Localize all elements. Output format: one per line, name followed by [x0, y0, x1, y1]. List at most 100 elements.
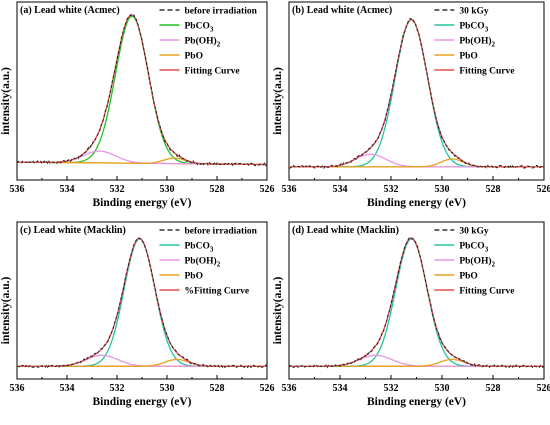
x-tick-label: 526: [537, 184, 550, 195]
component-line-pbo: [289, 158, 544, 168]
legend-label-text: PbO: [185, 52, 203, 62]
legend-label: PbO: [185, 52, 203, 62]
legend-label: Fitting Curve: [459, 287, 514, 297]
x-tick-label: 530: [160, 383, 175, 394]
legend-entry: Pb(OH)2: [434, 256, 496, 269]
plot-area: [289, 17, 544, 170]
component-line-pbco3: [17, 238, 267, 367]
legend-entry: Fitting Curve: [434, 287, 515, 297]
x-tick-label: 528: [486, 383, 501, 394]
legend-label-text: Fitting Curve: [185, 67, 240, 77]
legend-entry: PbO: [159, 52, 203, 62]
legend-label-text: Fitting Curve: [459, 287, 514, 297]
legend-label: Pb(OH)2: [185, 36, 221, 49]
y-axis-label: intensity(a.u.): [0, 276, 12, 344]
legend-entry: Pb(OH)2: [434, 36, 496, 49]
legend-entry: %Fitting Curve: [159, 287, 250, 297]
x-tick-label: 536: [282, 383, 297, 394]
fitting-curve: [289, 18, 544, 168]
plot-area: [17, 13, 267, 167]
legend-label-text: PbO: [185, 272, 203, 282]
chart-panel: 536 534 532 530 528 526 Binding energy (eV) int…: [0, 221, 275, 408]
legend-label-text: before irradiation: [185, 7, 258, 17]
component-line-pbco3: [289, 19, 544, 168]
component-line-pboh2: [289, 354, 544, 367]
x-tick-label: 526: [537, 383, 550, 394]
legend-entry: Fitting Curve: [434, 67, 515, 77]
x-tick-label: 536: [282, 184, 297, 195]
x-tick-label: 530: [160, 184, 175, 195]
legend-label: before irradiation: [185, 7, 258, 17]
x-tick-label: 532: [384, 383, 399, 394]
chart-panel: 536 534 532 530 528 526 Binding energy (eV) int…: [272, 1, 550, 209]
legend-label: 30 kGy: [459, 7, 489, 17]
legend-entry: before irradiation: [159, 7, 258, 17]
legend-label-text: PbO: [459, 52, 477, 62]
plot-frame: [16, 1, 268, 181]
legend-label: Fitting Curve: [459, 67, 514, 77]
fitting-curve: [17, 237, 267, 367]
panel-title: (b) Lead white (Acmec): [292, 5, 392, 16]
legend-label-subscript: 3: [485, 26, 489, 34]
legend-entry: Fitting Curve: [159, 67, 240, 77]
x-tick-label: 526: [260, 383, 275, 394]
legend-entry: Pb(OH)2: [159, 36, 221, 49]
x-tick-label: 532: [110, 184, 125, 195]
legend-label: before irradiation: [185, 227, 258, 237]
component-line-pboh2: [289, 153, 544, 168]
legend-label-text: PbO: [459, 272, 477, 282]
legend-entry: PbO: [434, 272, 478, 282]
legend-label-text: PbCO: [459, 22, 484, 32]
legend-label-text: Pb(OH): [185, 256, 217, 267]
x-axis-label: Binding energy (eV): [92, 197, 191, 209]
legend-label-text: %Fitting Curve: [185, 287, 250, 297]
x-tick-label: 532: [110, 383, 125, 394]
legend-label: PbCO3: [185, 242, 214, 254]
legend-label: Fitting Curve: [185, 67, 240, 77]
y-axis-label: intensity(a.u.): [0, 67, 12, 135]
legend-entry: 30 kGy: [434, 227, 489, 237]
legend-label-subscript: 2: [492, 41, 496, 49]
legend-label-text: Fitting Curve: [459, 67, 514, 77]
component-line-pboh2: [17, 354, 267, 367]
measured-data-line: [17, 13, 267, 167]
x-tick-label: 536: [10, 184, 25, 195]
legend-label: %Fitting Curve: [185, 287, 250, 297]
legend-label-text: before irradiation: [185, 227, 258, 237]
y-axis-label: intensity(a.u.): [272, 67, 284, 135]
legend-label: PbCO3: [459, 242, 488, 254]
legend-label-text: 30 kGy: [459, 7, 489, 17]
chart-panel: 536 534 532 530 528 526 Binding energy (eV) int…: [0, 1, 275, 209]
x-axis-label: Binding energy (eV): [367, 396, 466, 408]
legend-label-subscript: 3: [210, 246, 214, 254]
x-tick-label: 532: [384, 184, 399, 195]
legend-label: PbCO3: [185, 22, 214, 34]
legend-label: PbO: [459, 52, 477, 62]
legend-entry: PbCO3: [434, 242, 489, 254]
plot-frame: [16, 221, 268, 380]
legend-entry: PbO: [159, 272, 203, 282]
x-tick-label: 526: [260, 184, 275, 195]
panel-title: (a) Lead white (Acmec): [20, 5, 120, 16]
x-tick-label: 528: [486, 184, 501, 195]
plot-area: [17, 237, 267, 369]
measured-data-line: [17, 237, 267, 369]
legend-label-text: PbCO: [459, 242, 484, 252]
x-axis-label: Binding energy (eV): [367, 197, 466, 209]
y-axis-label: intensity(a.u.): [272, 276, 284, 344]
legend-entry: 30 kGy: [434, 7, 489, 17]
legend-entry: PbCO3: [159, 242, 214, 254]
x-tick-label: 528: [210, 383, 225, 394]
x-tick-label: 534: [60, 184, 75, 195]
fitting-curve: [289, 237, 544, 367]
x-tick-label: 528: [210, 184, 225, 195]
legend-label-subscript: 2: [217, 41, 221, 49]
measured-data-line: [289, 17, 544, 170]
x-tick-label: 534: [333, 383, 348, 394]
legend-label: PbO: [459, 272, 477, 282]
legend-label-subscript: 3: [210, 26, 214, 34]
legend-label-subscript: 2: [492, 261, 496, 269]
legend-label: Pb(OH)2: [185, 256, 221, 269]
x-tick-label: 530: [435, 383, 450, 394]
